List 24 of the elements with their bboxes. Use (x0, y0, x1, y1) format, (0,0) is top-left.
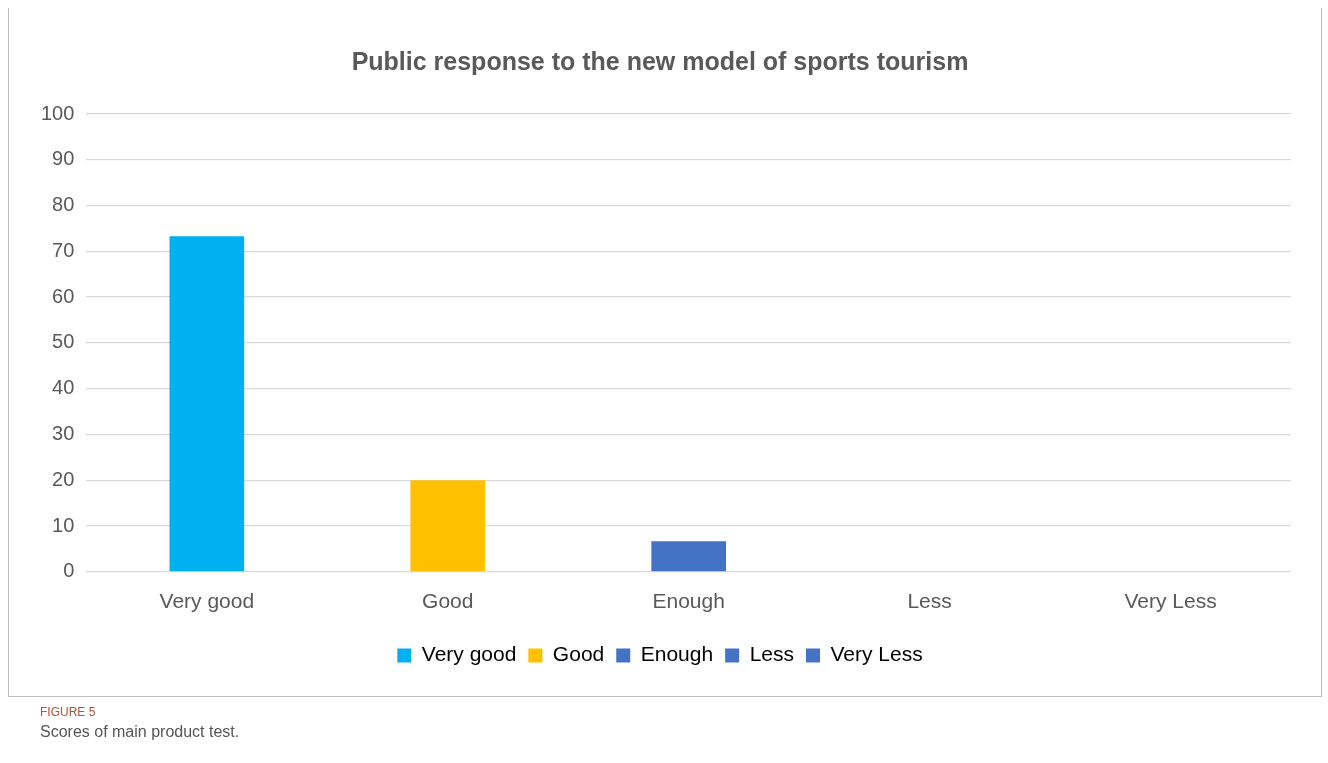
x-tick-label: Good (422, 589, 474, 613)
y-tick-label: 60 (52, 284, 75, 307)
y-tick-label: 0 (63, 559, 75, 582)
y-tick-label: 50 (52, 330, 75, 353)
legend-label: Less (749, 642, 794, 666)
legend-label: Very good (421, 642, 517, 666)
x-tick-label: Enough (652, 589, 725, 613)
y-tick-label: 20 (52, 467, 75, 490)
chart-title: Public response to the new model of sports tourism (351, 46, 969, 75)
y-tick-label: 30 (52, 421, 75, 444)
text: Scores of main product test. (40, 723, 240, 741)
y-tick-label: 40 (52, 376, 75, 399)
y-tick-label: 70 (52, 238, 75, 261)
legend-label: Good (552, 642, 605, 666)
x-tick-label: Very Less (1124, 589, 1217, 613)
legend-label: Enough (640, 642, 714, 666)
x-tick-label: Very good (159, 589, 255, 613)
y-tick-label: 10 (52, 513, 75, 536)
x-tick-label: Less (907, 589, 952, 613)
y-tick-label: 90 (52, 147, 75, 170)
y-tick-label: 80 (52, 193, 75, 216)
y-tick-label: 100 (40, 101, 75, 124)
caption: FIGURE 5 (40, 705, 97, 719)
legend-label: Very Less (830, 642, 923, 666)
